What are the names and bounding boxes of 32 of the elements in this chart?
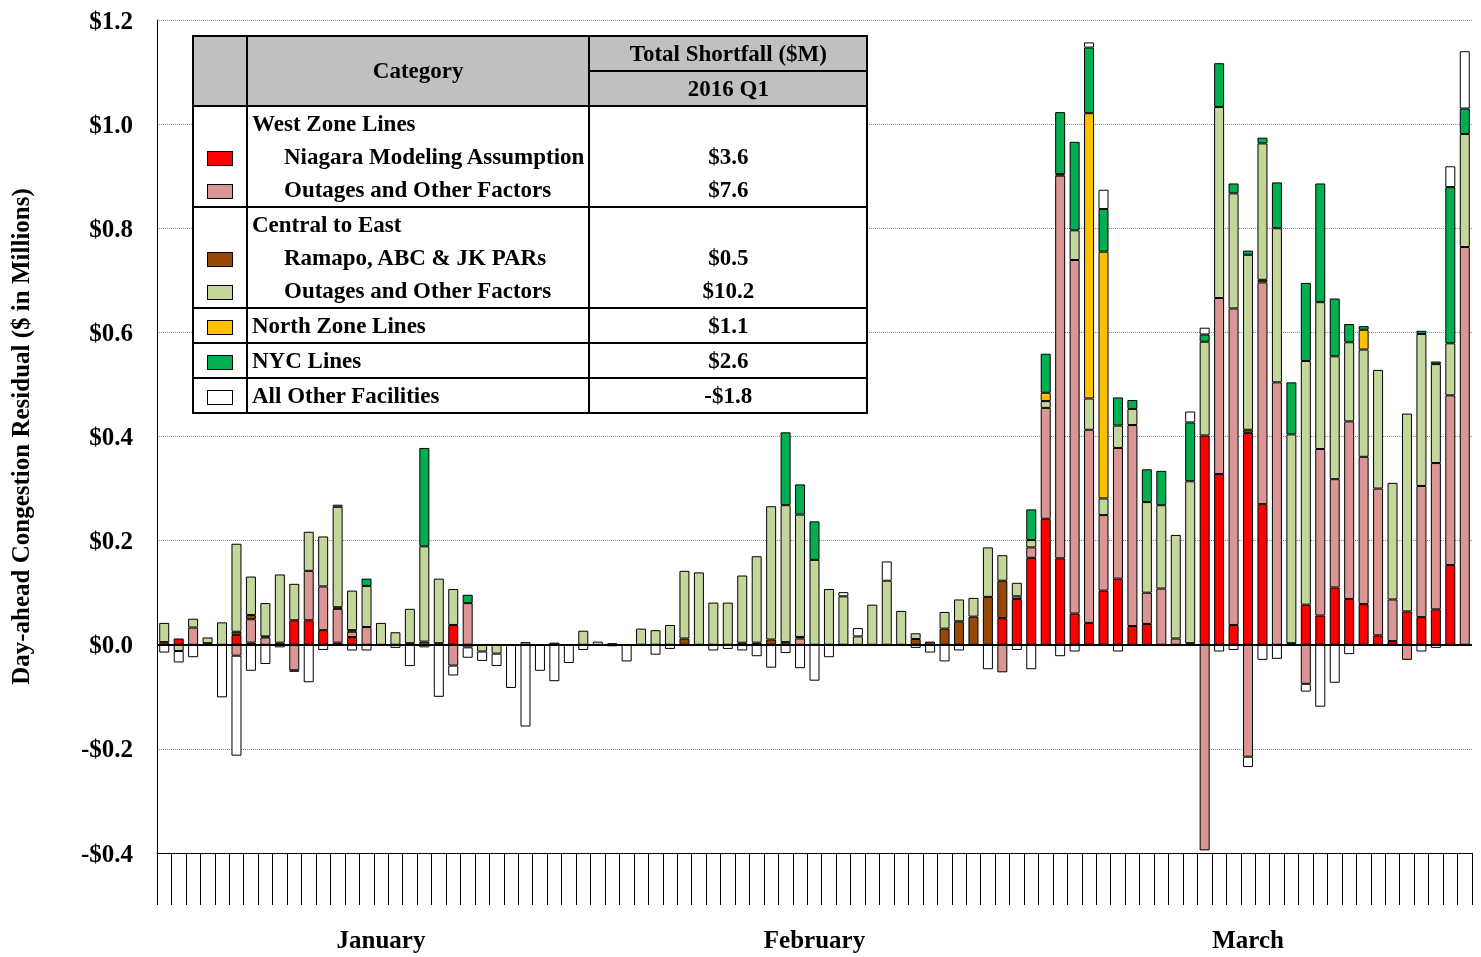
y-tick-label: -$0.2 bbox=[80, 735, 133, 763]
legend-label: Niagara Modeling Assumption bbox=[247, 140, 590, 173]
annotation: $0.5 bbox=[589, 241, 868, 274]
legend-label: North Zone Lines bbox=[247, 308, 590, 343]
annotation: $1.1 bbox=[589, 308, 868, 343]
y-tick-label: $0.8 bbox=[89, 214, 133, 242]
annotation: Total Shortfall ($M) bbox=[589, 36, 868, 71]
x-tick-label: February bbox=[763, 926, 866, 953]
annotation: $7.6 bbox=[589, 173, 868, 207]
legend-label: NYC Lines bbox=[247, 343, 590, 378]
y-tick-label: $1.2 bbox=[89, 6, 133, 34]
y-axis-title: Day-ahead Congestion Residual ($ in Millions) bbox=[7, 188, 35, 685]
y-tick-label: -$0.4 bbox=[80, 839, 134, 867]
y-tick-label: $0.2 bbox=[89, 527, 133, 555]
x-tick-label: March bbox=[1212, 926, 1284, 953]
annotation: $2.6 bbox=[589, 343, 868, 378]
annotation: 2016 Q1 bbox=[589, 71, 868, 106]
annotation: Category bbox=[247, 36, 590, 106]
y-tick-label: $0.4 bbox=[89, 423, 134, 450]
y-tick-label: $0.6 bbox=[89, 318, 133, 346]
legend-label: Ramapo, ABC & JK PARs bbox=[247, 241, 590, 274]
y-tick-label: $0.0 bbox=[89, 631, 133, 659]
y-tick-label: $1.0 bbox=[89, 110, 133, 138]
annotation: $3.6 bbox=[589, 140, 868, 173]
x-tick-label: January bbox=[336, 926, 426, 953]
annotation: $10.2 bbox=[589, 274, 868, 308]
annotation: Central to East bbox=[247, 207, 590, 241]
legend-label: Outages and Other Factors bbox=[247, 173, 590, 207]
annotation: -$1.8 bbox=[589, 378, 868, 413]
legend-label: All Other Facilities bbox=[247, 378, 590, 413]
annotation: West Zone Lines bbox=[247, 106, 590, 140]
legend-label: Outages and Other Factors bbox=[247, 274, 590, 308]
